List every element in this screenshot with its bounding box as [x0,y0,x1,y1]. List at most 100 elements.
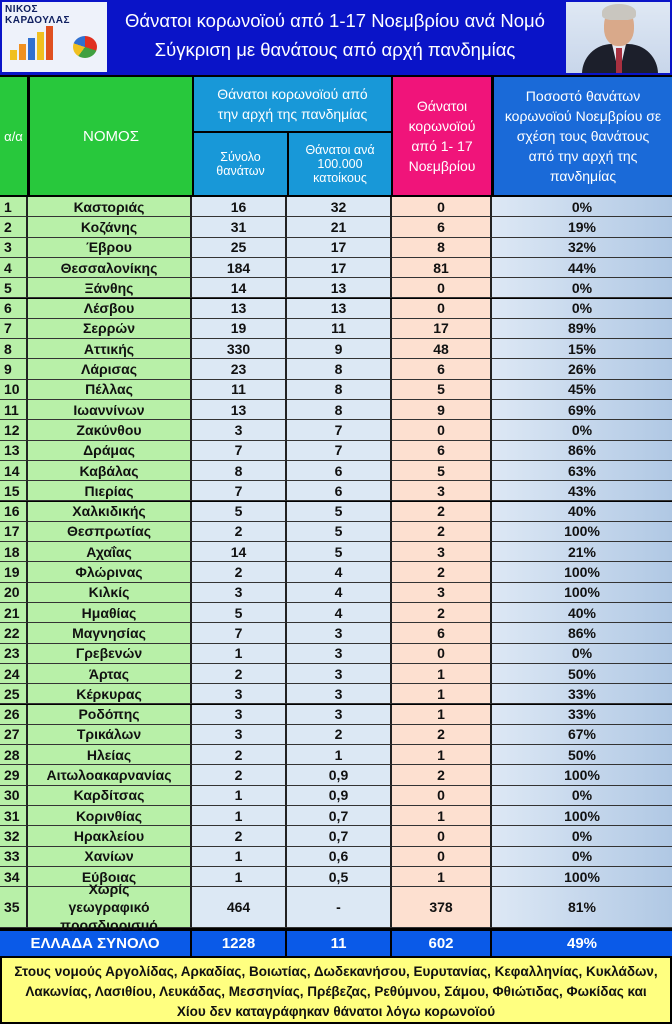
november-pct: 40% [492,603,672,624]
row-number: 35 [0,887,28,929]
deaths-per-100k: 0,7 [287,806,392,827]
total-november: 602 [392,931,492,956]
page-title: Θάνατοι κορωνοϊού από 1-17 Νοεμβρίου ανά… [110,6,560,64]
november-pct: 100% [492,521,672,543]
november-pct: 67% [492,724,672,746]
november-pct: 0% [492,420,672,441]
table-row: 28 Ηλείας 2 1 1 50% [0,745,672,766]
total-deaths: 1 [192,806,287,827]
total-deaths: 13 [192,400,287,421]
prefecture-name: Ηρακλείου [28,826,192,847]
total-deaths: 3 [192,724,287,746]
november-deaths: 0 [392,278,492,299]
november-pct: 15% [492,339,672,360]
november-deaths: 6 [392,359,492,380]
table-row: 8 Αττικής 330 9 48 15% [0,339,672,360]
prefecture-name: Καβάλας [28,460,192,482]
november-pct: 63% [492,460,672,482]
prefecture-name: Ημαθίας [28,603,192,624]
prefecture-name: Δράμας [28,440,192,461]
total-deaths: 19 [192,318,287,340]
november-pct: 44% [492,257,672,279]
november-pct: 26% [492,359,672,380]
deaths-per-100k: 7 [287,420,392,441]
november-deaths: 9 [392,400,492,421]
total-deaths: 1 [192,643,287,664]
logo: ΝΙΚΟΣ ΚΑΡΔΟΥΛΑΣ [2,2,107,72]
november-deaths: 0 [392,420,492,441]
author-photo [566,2,670,73]
row-number: 6 [0,298,28,319]
november-deaths: 3 [392,542,492,563]
deaths-per-100k: 3 [287,684,392,705]
bar-chart-icon [10,26,53,60]
prefecture-name: Αττικής [28,339,192,360]
header-november: Θάνατοι κορωνοϊού από 1- 17 Νοεμβρίου [393,77,491,195]
row-number: 9 [0,359,28,380]
november-deaths: 8 [392,237,492,258]
november-deaths: 1 [392,866,492,888]
row-number: 5 [0,278,28,299]
november-pct: 21% [492,542,672,563]
november-deaths: 5 [392,460,492,482]
total-deaths: 2 [192,562,287,583]
november-deaths: 2 [392,724,492,746]
prefecture-name: Ζακύνθου [28,420,192,441]
prefecture-name: Πιερίας [28,481,192,502]
november-deaths: 0 [392,298,492,319]
total-deaths: 8 [192,460,287,482]
deaths-per-100k: 3 [287,663,392,685]
total-deaths: 14 [192,542,287,563]
prefecture-name: Κορινθίας [28,806,192,827]
table-row: 7 Σερρών 19 11 17 89% [0,318,672,340]
row-number: 22 [0,623,28,644]
table-row: 12 Ζακύνθου 3 7 0 0% [0,420,672,441]
november-pct: 0% [492,197,672,218]
november-pct: 100% [492,765,672,786]
table-row: 25 Κέρκυρας 3 3 1 33% [0,684,672,705]
total-deaths: 5 [192,501,287,522]
total-deaths: 1 [192,846,287,867]
november-deaths: 1 [392,806,492,827]
header-pct: Ποσοστό θανάτων κορωνοϊού Νοεμβρίου σε σ… [494,77,672,195]
november-deaths: 0 [392,846,492,867]
row-number: 33 [0,846,28,867]
prefecture-name: Τρικάλων [28,724,192,746]
total-deaths: 25 [192,237,287,258]
table-row: 27 Τρικάλων 3 2 2 67% [0,724,672,746]
november-deaths: 6 [392,217,492,238]
title-line-1: Θάνατοι κορωνοϊού από 1-17 Νοεμβρίου ανά… [125,10,545,31]
deaths-per-100k: 0,7 [287,826,392,847]
total-deaths: 7 [192,623,287,644]
deaths-per-100k: 4 [287,603,392,624]
deaths-per-100k: 8 [287,400,392,421]
november-pct: 86% [492,623,672,644]
november-deaths: 6 [392,440,492,461]
prefecture-name: Ηλείας [28,745,192,766]
row-number: 11 [0,400,28,421]
deaths-per-100k: - [287,887,392,929]
header-aa: α/α [0,77,27,195]
prefecture-name: Καρδίτσας [28,785,192,806]
table-row: 17 Θεσπρωτίας 2 5 2 100% [0,521,672,543]
deaths-per-100k: 13 [287,298,392,319]
footer-note: Στους νομούς Αργολίδας, Αρκαδίας, Βοιωτί… [2,958,670,1022]
row-number: 10 [0,379,28,400]
table-row: 26 Ροδόπης 3 3 1 33% [0,704,672,725]
deaths-per-100k: 4 [287,582,392,603]
deaths-per-100k: 3 [287,704,392,725]
row-number: 13 [0,440,28,461]
deaths-per-100k: 0,5 [287,866,392,888]
row-number: 8 [0,339,28,360]
prefecture-name: Κοζάνης [28,217,192,238]
november-deaths: 0 [392,826,492,847]
row-number: 24 [0,663,28,685]
november-deaths: 2 [392,562,492,583]
november-deaths: 0 [392,197,492,218]
total-per100k: 11 [287,931,392,956]
total-deaths: 330 [192,339,287,360]
november-deaths: 3 [392,582,492,603]
row-number: 4 [0,257,28,279]
table-row: 35 Χωρίς γεωγραφικό προσδιορισμό 464-378 81… [0,881,672,933]
header-group-since-start: Θάνατοι κορωνοϊού από την αρχή της πανδη… [194,77,391,131]
